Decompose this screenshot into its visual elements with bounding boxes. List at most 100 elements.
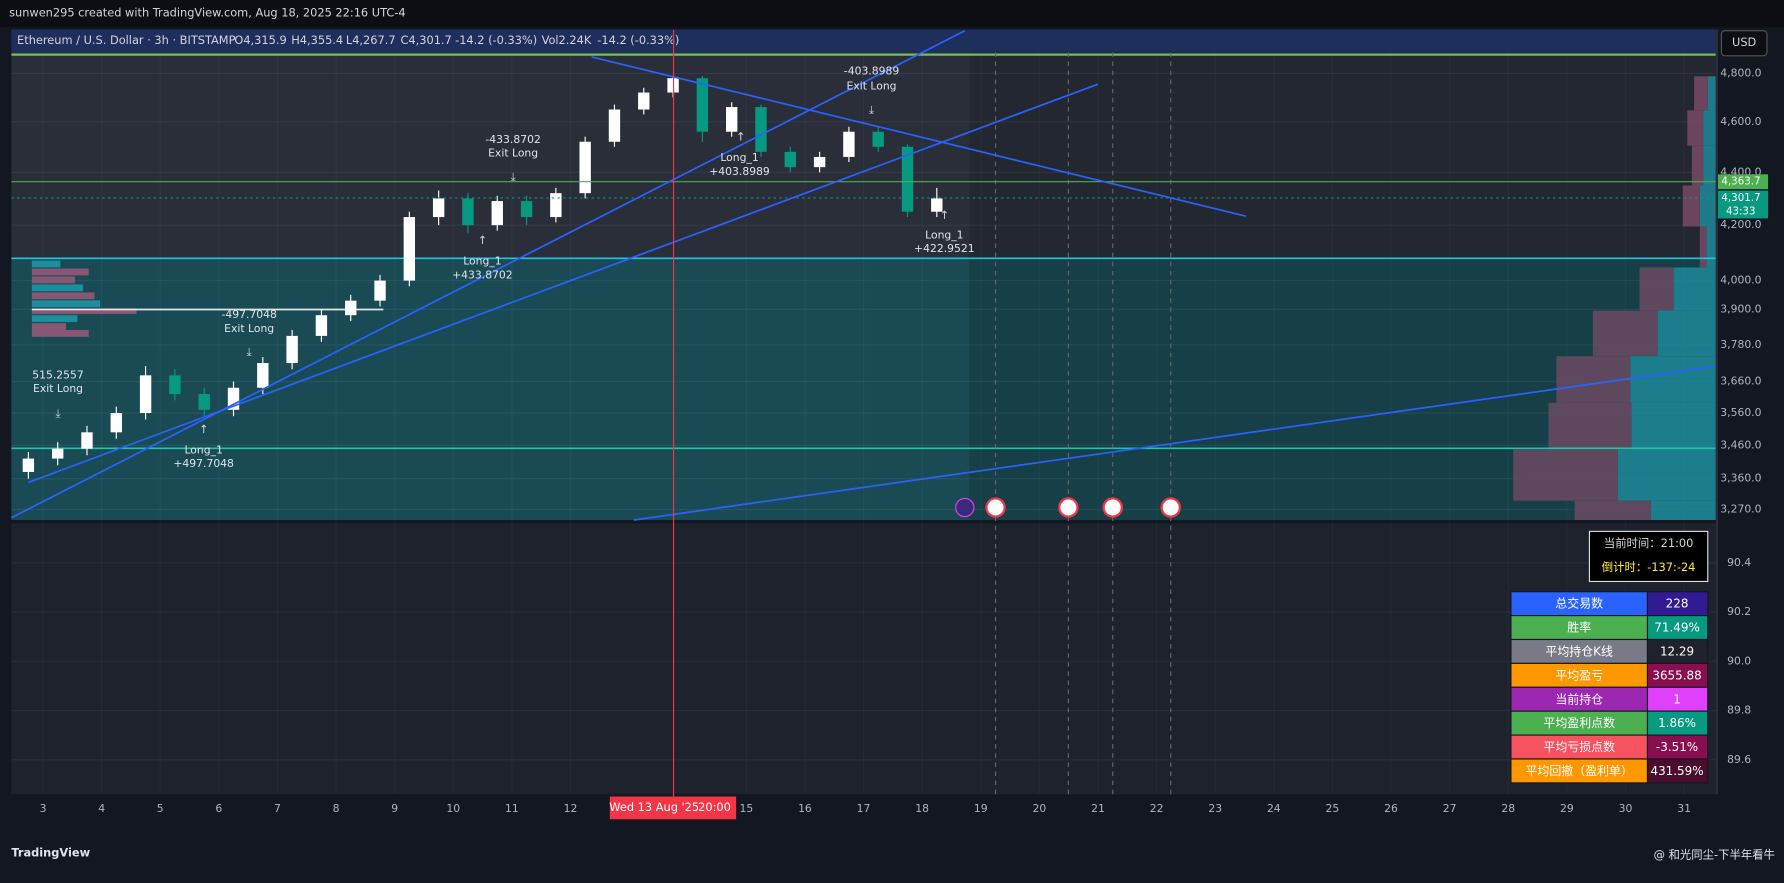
stat-label: 平均回撤（盈利单）: [1525, 763, 1632, 778]
currency[interactable]: USD: [1732, 35, 1757, 49]
stat-label: 总交易数: [1555, 596, 1603, 611]
long-arrow: ↑: [940, 208, 950, 222]
y-tick-label: 4,600.0: [1720, 115, 1761, 128]
lower-pane: [11, 523, 1716, 795]
vp-bar: [1574, 500, 1651, 521]
vp-bar: [1657, 310, 1716, 357]
exit-arrow: ⤓: [869, 102, 874, 116]
x-tick-label: 9: [391, 802, 398, 815]
candle-body: [169, 375, 181, 395]
event-icon[interactable]: [1102, 497, 1123, 518]
candle-body: [139, 375, 152, 414]
trade-pnl: +497.7048: [173, 457, 234, 470]
stat-label: 胜率: [1567, 620, 1591, 635]
legend-bar: [11, 29, 1716, 53]
vp-bar: [1682, 185, 1700, 227]
y-tick-label: 4,800.0: [1720, 66, 1761, 79]
vp-bar: [1703, 145, 1716, 186]
candle-body: [110, 413, 122, 433]
x-tick-label: 10: [446, 802, 460, 815]
logo[interactable]: TradingView: [11, 845, 90, 859]
vp-bar: [31, 292, 95, 300]
countdown: 43:33: [1726, 206, 1755, 218]
y-tick-label: 3,360.0: [1720, 472, 1761, 485]
event-icon[interactable]: [1160, 497, 1181, 518]
candle-body: [51, 448, 64, 459]
price-tag: [1718, 190, 1769, 206]
vp-bar: [31, 284, 84, 292]
candle-body: [520, 201, 533, 218]
x-tick-label: 8: [333, 802, 340, 815]
trade-pnl: +433.8702: [452, 268, 513, 281]
candle-body: [784, 151, 796, 168]
y-tick-label: 3,780.0: [1720, 338, 1761, 351]
vp-bar: [1706, 226, 1716, 268]
event-icon[interactable]: [955, 497, 975, 518]
event-icons: [955, 497, 1181, 518]
candle-body: [696, 78, 709, 132]
trend-line: [591, 56, 1247, 218]
stat-label: 平均持仓K线: [1545, 644, 1613, 659]
attribution: sunwen295 created with TradingView.com, …: [9, 6, 406, 20]
candle-body: [550, 193, 562, 218]
vp-bar: [1592, 310, 1658, 357]
vp-bar: [1703, 110, 1716, 146]
trade-pnl: +403.8989: [709, 165, 770, 178]
candle-body: [315, 315, 328, 336]
volume-profile: [1513, 76, 1716, 521]
vp-bar: [1617, 449, 1716, 501]
grid: [11, 72, 1716, 761]
x-tick-label: 5: [157, 802, 164, 815]
y2-tick-label: 89.8: [1727, 704, 1751, 717]
vp-bar: [31, 300, 101, 308]
axis-border: [1715, 29, 1719, 795]
trend-line: [633, 365, 1716, 521]
y2-tick-label: 90.2: [1727, 605, 1751, 618]
event-icon[interactable]: [1058, 497, 1079, 518]
vp-bar: [1639, 267, 1674, 311]
trade-pnl: -433.8702: [485, 133, 540, 146]
stat-label: 平均盈亏: [1555, 668, 1603, 682]
candle-body: [638, 92, 650, 110]
y-tick-label: 3,660.0: [1720, 375, 1761, 388]
vp-bar: [1699, 226, 1707, 268]
vp-bar: [1548, 402, 1632, 450]
x-tick-label: 4: [98, 802, 105, 815]
vp-bar: [1630, 356, 1716, 403]
x-tick-label: 29: [1560, 802, 1574, 815]
event-icon[interactable]: [985, 497, 1006, 518]
vp-bar: [1673, 267, 1716, 311]
vp-bar: [31, 323, 66, 330]
vp-bar: [31, 329, 89, 337]
volume-change: -14.2 (-0.33%): [597, 33, 679, 47]
long-arrow: ↑: [199, 422, 209, 436]
trade-label: Long_1: [184, 444, 222, 457]
x-tick-label: 27: [1443, 802, 1457, 815]
crosshair-label: [609, 796, 737, 820]
x-tick-label: 15: [739, 802, 753, 815]
trade-pnl: -497.7048: [221, 308, 277, 321]
candle-body: [22, 458, 35, 472]
signal-arrows: ⤓ ⤓ ⤓ ⤓ ↑ ↑ ↑ ↑: [56, 102, 950, 436]
teal-zone: [11, 258, 1716, 521]
stat-value: 71.49%: [1654, 621, 1700, 635]
vp-bar: [31, 260, 61, 268]
trade-label: Long_1: [720, 151, 758, 164]
candle-body: [462, 198, 474, 226]
candle-body: [198, 394, 210, 410]
trade-label: Exit Long: [488, 147, 538, 160]
countdown-tag: [1718, 204, 1769, 219]
stat-value: 1: [1673, 692, 1681, 706]
x-tick-label: 22: [1150, 802, 1164, 815]
trade-label: Exit Long: [33, 382, 83, 395]
candle-body: [81, 432, 93, 449]
exit-arrow: ⤓: [247, 345, 252, 359]
trend-lines: [10, 29, 1716, 521]
x-tick-label: 12: [564, 802, 578, 815]
open: O4,315.9: [234, 33, 286, 47]
currency-button[interactable]: [1720, 30, 1768, 57]
change: -14.2 (-0.33%): [455, 33, 537, 47]
trade-pnl: -403.8989: [844, 65, 900, 78]
